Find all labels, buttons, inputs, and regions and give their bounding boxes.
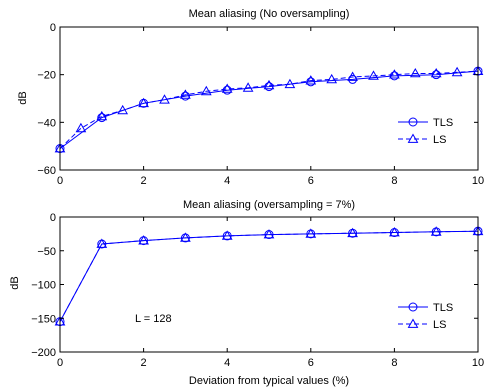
point-ls <box>96 238 108 248</box>
x-axis-label: Deviation from typical values (%) <box>189 375 349 387</box>
point-ls <box>138 97 149 108</box>
legend-marker-ls <box>407 133 419 143</box>
point-tls <box>389 71 399 81</box>
point-ls <box>263 229 275 239</box>
y-tick-label: −20 <box>37 70 56 82</box>
x-tick-label: 4 <box>224 175 230 187</box>
x-tick-label: 10 <box>472 175 484 187</box>
x-tick-label: 2 <box>141 357 147 369</box>
chart-title: Mean aliasing (oversampling = 7%) <box>183 199 355 211</box>
point-ls <box>284 78 296 89</box>
y-axis-label: dB <box>9 276 21 289</box>
point-ls <box>389 226 400 237</box>
plot-frame <box>59 26 479 171</box>
y-tick-label: 0 <box>50 22 56 34</box>
y-tick-label: −40 <box>37 117 56 129</box>
point-ls <box>180 89 191 99</box>
point-ls <box>409 67 421 78</box>
y-tick-label: −50 <box>37 246 56 258</box>
point-tls <box>180 91 190 101</box>
x-tick-label: 6 <box>308 357 314 369</box>
point-ls <box>221 83 233 93</box>
point-tls <box>431 70 441 80</box>
y-tick-label: −200 <box>31 347 56 359</box>
ticks-layer: 0 2 4 6 8 10 0 −50 −100 −150 −200 <box>31 212 484 369</box>
point-ls <box>200 85 212 96</box>
point-ls <box>138 235 149 245</box>
legend-label-ls: LS <box>433 134 446 146</box>
chart-no-oversampling: Mean aliasing (No oversampling) 0 2 4 6 8 100… <box>17 8 484 187</box>
point-ls <box>389 69 400 79</box>
ticks-layer: 0 2 4 6 8 10 0 −20 −40 −60 <box>37 22 484 187</box>
point-ls <box>96 110 108 121</box>
x-tick-label: 8 <box>391 357 397 369</box>
chart-oversampling-7: Mean aliasing (oversampling = 7%) 0 2 4 6 8 1… <box>9 199 484 387</box>
point-ls <box>221 230 233 240</box>
point-ls <box>430 67 442 78</box>
x-tick-label: 4 <box>224 357 230 369</box>
point-tls <box>306 77 316 87</box>
x-tick-label: 10 <box>472 357 484 369</box>
legend-marker-ls <box>407 318 419 328</box>
point-ls <box>75 122 87 133</box>
legend-marker-tls <box>408 117 418 127</box>
x-tick-label: 6 <box>308 175 314 187</box>
series-line-ls <box>59 230 479 322</box>
point-ls <box>326 73 338 84</box>
point-ls <box>430 226 442 236</box>
point-tls <box>97 113 107 123</box>
y-axis-label: dB <box>17 91 29 104</box>
point-ls <box>305 75 317 85</box>
legend-label-tls: TLS <box>433 117 453 129</box>
series-line-ls <box>59 70 479 149</box>
y-tick-label: −100 <box>31 280 56 292</box>
x-tick-label: 0 <box>57 175 63 187</box>
point-tls <box>222 85 232 95</box>
series-layer <box>54 65 484 154</box>
point-ls <box>263 79 275 90</box>
annotation-l-128: L = 128 <box>135 313 172 325</box>
point-ls <box>368 70 379 80</box>
point-ls <box>347 71 358 81</box>
point-ls <box>451 66 463 77</box>
point-ls <box>180 232 191 242</box>
x-tick-label: 8 <box>391 175 397 187</box>
y-tick-label: −60 <box>37 165 56 177</box>
legend-label-ls: LS <box>433 319 446 331</box>
chart-title: Mean aliasing (No oversampling) <box>189 8 350 20</box>
legend: TLS LS <box>398 302 453 331</box>
legend-label-tls: TLS <box>433 302 453 314</box>
point-ls <box>305 228 317 238</box>
x-tick-label: 2 <box>141 175 147 187</box>
point-ls <box>242 82 254 92</box>
point-ls <box>347 227 358 238</box>
x-tick-label: 0 <box>57 357 63 369</box>
y-tick-label: 0 <box>50 212 56 224</box>
legend: TLS LS <box>398 117 453 146</box>
point-tls <box>264 82 274 92</box>
point-ls <box>159 94 170 104</box>
legend-marker-tls <box>408 302 418 312</box>
point-ls <box>117 104 129 115</box>
y-tick-label: −150 <box>31 313 56 325</box>
